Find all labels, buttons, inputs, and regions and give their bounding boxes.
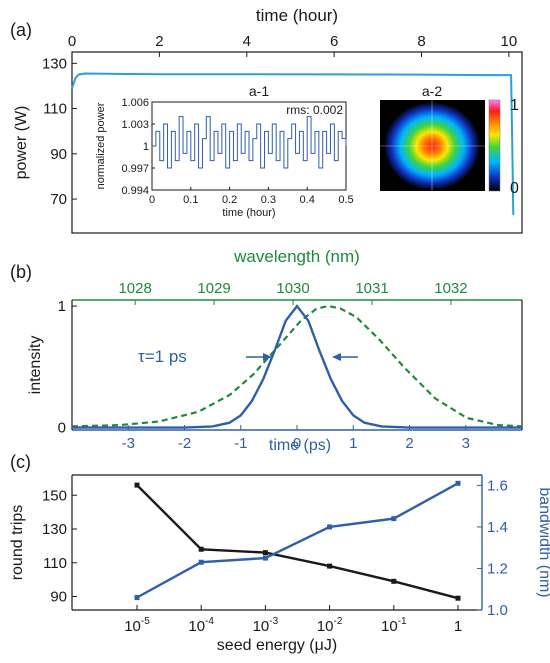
bandwidth-point [455, 480, 461, 486]
round-trips-point [198, 546, 204, 552]
inset-y-tick-label: 1.006 [121, 97, 149, 109]
colorbar [488, 99, 501, 192]
y-tick-label-b: 1 [58, 298, 66, 315]
series-spectrum-dashed [71, 304, 523, 428]
x-tick-label-a: 4 [243, 33, 251, 50]
pulse-width-annotation: τ=1 ps [138, 347, 187, 366]
bandwidth-point [391, 516, 397, 522]
top-x-tick-label-b: 1029 [197, 280, 230, 297]
panel-label-b: (b) [10, 262, 32, 282]
panel-label-a: (a) [10, 20, 32, 40]
round-trips-point [391, 578, 397, 584]
top-x-tick-label-b: 1031 [355, 280, 388, 297]
y-left-tick-label-c: 150 [42, 487, 67, 504]
inset-x-tick-label: 0.1 [183, 194, 198, 206]
top-x-axis-label-b: wavelength (nm) [233, 247, 360, 266]
inset-rms-annotation: rms: 0.002 [286, 103, 343, 117]
x-tick-label-c: 10-5 [124, 616, 150, 635]
y-left-tick-label-c: 130 [42, 521, 67, 538]
inset-x-tick-label: 0.5 [338, 194, 353, 206]
inset-x-tick-label: 0.2 [222, 194, 237, 206]
inset-x-tick-label: 0.4 [300, 194, 315, 206]
y-tick-label-a: 90 [50, 146, 67, 163]
inset-y-tick-label: 1 [143, 141, 149, 153]
x-tick-label-a: 8 [417, 33, 425, 50]
top-x-tick-label-b: 1030 [276, 280, 309, 297]
y-right-axis-label-c: bandwidth (nm) [536, 487, 550, 597]
x-tick-label-a: 6 [330, 33, 338, 50]
x-tick-label-a: 2 [155, 33, 163, 50]
x-axis-label-a: time (hour) [256, 6, 338, 25]
x-tick-label-a: 0 [68, 33, 76, 50]
x-tick-label-c: 10-2 [317, 616, 343, 635]
bottom-x-tick-label-b: -2 [178, 435, 191, 452]
bandwidth-point [134, 595, 140, 601]
round-trips-point [455, 595, 461, 601]
y-left-tick-label-c: 110 [43, 555, 67, 572]
series-bandwidth-line [136, 482, 459, 599]
top-x-tick-label-b: 1032 [434, 280, 467, 297]
inset-x-tick-label: 0 [149, 194, 155, 206]
y-right-tick-label-c: 1.4 [487, 519, 508, 536]
bottom-x-tick-label-b: -3 [122, 435, 135, 452]
fwhm-arrowhead-left [263, 353, 272, 361]
x-tick-label-a: 10 [501, 33, 518, 50]
y-axis-label-b: intensity [27, 336, 44, 395]
x-axis-label-c: seed energy (μJ) [217, 637, 337, 654]
y-tick-label-a: 130 [42, 55, 67, 72]
y-axis-label-a: power (W) [13, 106, 30, 180]
inset-title-a1: a-1 [249, 83, 269, 99]
inset-y-tick-label: 0.994 [121, 185, 149, 197]
inset-x-axis-label: time (hour) [222, 207, 275, 219]
series-power-line [71, 72, 515, 215]
series-pulse-solid [72, 304, 522, 429]
inset-series-normalized-power [152, 116, 347, 169]
colorbar-min-label: 0 [510, 180, 519, 197]
x-tick-label-c: 10-4 [188, 616, 214, 635]
round-trips-point [262, 550, 268, 556]
round-trips-point [327, 563, 333, 569]
series-round-trips-line [136, 484, 459, 600]
y-right-tick-label-c: 1.0 [487, 602, 508, 619]
y-tick-label-a: 70 [50, 191, 67, 208]
inset-y-tick-label: 1.003 [121, 119, 149, 131]
inset-y-axis-label: normalized power [95, 102, 107, 189]
x-tick-label-c: 1 [454, 618, 462, 635]
y-right-tick-label-c: 1.6 [487, 477, 508, 494]
inset-x-tick-label: 0.3 [261, 194, 276, 206]
round-trips-point [134, 482, 140, 488]
inset-y-tick-label: 0.997 [121, 163, 149, 175]
bandwidth-point [327, 524, 333, 530]
y-left-tick-label-c: 90 [50, 589, 67, 606]
bottom-x-tick-label-b: 0 [293, 435, 301, 452]
panel-label-c: (c) [10, 452, 31, 472]
beam-profile-title-a2: a-2 [422, 83, 442, 99]
bottom-x-tick-label-b: 2 [405, 435, 413, 452]
bandwidth-point [262, 555, 268, 561]
y-right-tick-label-c: 1.2 [487, 560, 508, 577]
y-left-axis-label-c: round trips [9, 505, 26, 581]
bandwidth-point [198, 559, 204, 565]
x-tick-label-c: 10-1 [381, 616, 407, 635]
bottom-x-axis-label-b: time (ps) [269, 437, 331, 454]
fwhm-arrowhead-right [332, 353, 341, 361]
y-tick-label-b: 0 [58, 420, 66, 437]
bottom-x-tick-label-b: -1 [234, 435, 247, 452]
top-x-tick-label-b: 1028 [118, 280, 151, 297]
bottom-x-tick-label-b: 1 [349, 435, 357, 452]
colorbar-max-label: 1 [510, 97, 519, 114]
bottom-x-tick-label-b: 3 [462, 435, 470, 452]
plot-frame-a [71, 51, 523, 234]
x-tick-label-c: 10-3 [253, 616, 279, 635]
y-tick-label-a: 110 [43, 101, 67, 118]
